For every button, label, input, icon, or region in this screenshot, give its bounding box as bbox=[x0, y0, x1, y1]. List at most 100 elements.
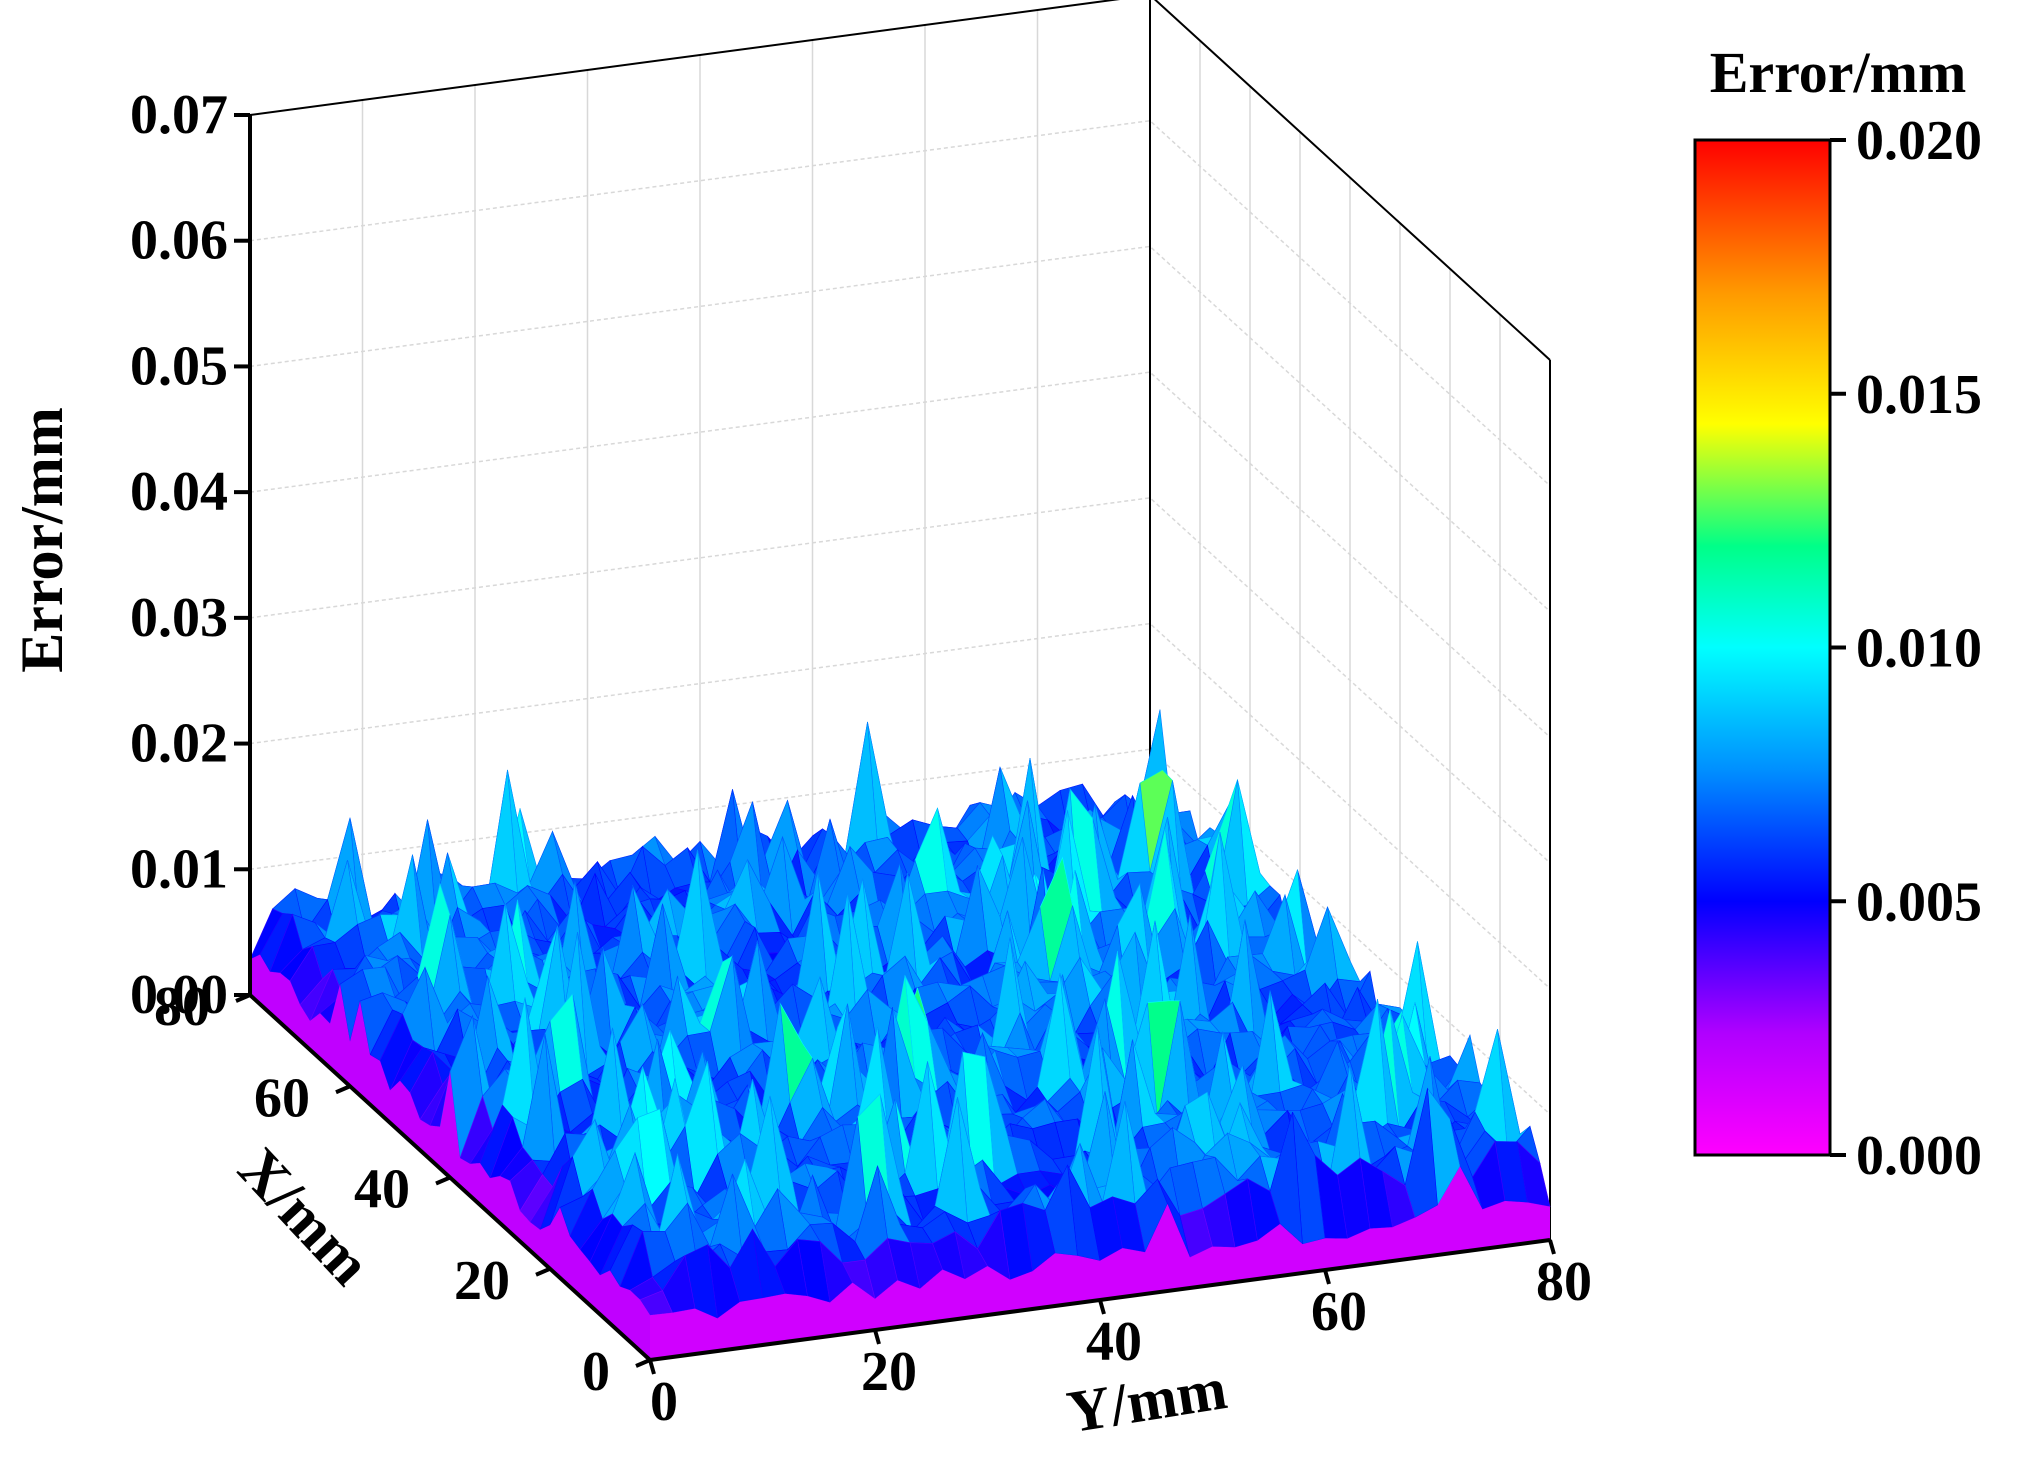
colorbar: Error/mm 0.000 0.005 0.010 0.015 0.020 bbox=[1693, 40, 1982, 1187]
surface-skirt bbox=[695, 1308, 718, 1354]
surface-skirt bbox=[1010, 1271, 1033, 1312]
colorbar-tick-label: 0.005 bbox=[1856, 871, 1982, 933]
z-tick-label: 0.06 bbox=[130, 210, 228, 272]
surface-skirt bbox=[1280, 1223, 1303, 1276]
surface-skirt bbox=[1055, 1253, 1078, 1306]
surface-skirt bbox=[1370, 1227, 1393, 1264]
surface-skirt bbox=[550, 1207, 560, 1278]
surface-skirt bbox=[290, 981, 300, 1041]
surface-skirt bbox=[510, 1180, 520, 1242]
surface-skirt bbox=[360, 1001, 370, 1105]
surface-skirt bbox=[1392, 1217, 1415, 1261]
colorbar-title: Error/mm bbox=[1710, 40, 1967, 105]
z-tick-label: 0.03 bbox=[130, 587, 228, 649]
surface-skirt bbox=[1100, 1248, 1123, 1300]
surface-skirt bbox=[852, 1282, 875, 1333]
surface-skirt bbox=[1167, 1204, 1190, 1291]
surface-skirt bbox=[540, 1225, 550, 1269]
x-tick bbox=[535, 1266, 551, 1277]
x-tick bbox=[635, 1358, 651, 1368]
z-gridline bbox=[249, 0, 1551, 361]
surface-skirt bbox=[1325, 1238, 1348, 1270]
surface-skirt bbox=[630, 1290, 640, 1351]
z-gridline bbox=[249, 497, 1551, 864]
surface-skirt bbox=[1190, 1246, 1213, 1288]
y-tick bbox=[1548, 1239, 1556, 1255]
z-gridline bbox=[249, 371, 1551, 738]
surface-skirt bbox=[390, 1080, 400, 1132]
surface-skirt bbox=[370, 1054, 380, 1114]
surface-skirt bbox=[440, 1071, 450, 1178]
surface-skirt bbox=[875, 1280, 898, 1330]
surface-skirt bbox=[1235, 1240, 1258, 1282]
z-axis-title: Error/mm bbox=[9, 407, 75, 672]
surface-skirt bbox=[1257, 1223, 1280, 1279]
z-tick-label: 0.01 bbox=[130, 838, 228, 900]
box-edge bbox=[1153, 0, 1551, 361]
surface-skirt bbox=[1460, 1166, 1483, 1252]
colorbar-tick-label: 0.015 bbox=[1856, 364, 1982, 426]
surface-skirt bbox=[920, 1269, 943, 1324]
surface-skirt bbox=[330, 984, 340, 1078]
y-tick-label: 20 bbox=[861, 1341, 917, 1403]
surface-skirt bbox=[270, 971, 280, 1023]
z-tick-label: 0.00 bbox=[130, 964, 228, 1026]
z-tick-label: 0.02 bbox=[130, 713, 228, 775]
surface-skirt bbox=[250, 954, 260, 1005]
surface-skirt bbox=[500, 1176, 510, 1233]
y-tick-label: 60 bbox=[1311, 1281, 1367, 1343]
colorbar-tick-label: 0.020 bbox=[1856, 110, 1982, 172]
surface-skirt bbox=[717, 1301, 740, 1351]
surface-skirt bbox=[1482, 1201, 1505, 1249]
surface-skirt bbox=[1347, 1228, 1370, 1267]
x-tick bbox=[335, 1084, 351, 1095]
surface-skirt bbox=[987, 1266, 1010, 1315]
surface-skirt bbox=[1527, 1202, 1550, 1243]
z-tick-label: 0.07 bbox=[130, 84, 228, 146]
surface-skirt bbox=[430, 1125, 440, 1169]
surface-skirt bbox=[490, 1176, 500, 1224]
y-tick-label: 40 bbox=[1086, 1311, 1142, 1373]
surface-skirt bbox=[470, 1163, 480, 1205]
surface-skirt bbox=[480, 1163, 490, 1214]
axes: 0.00 0.01 0.02 0.03 0.04 0.05 0.06 0.07 0 20 40 60 8… bbox=[130, 84, 1592, 1433]
surface-skirt bbox=[672, 1308, 695, 1357]
surface-skirt bbox=[320, 1013, 330, 1068]
x-tick bbox=[435, 1175, 451, 1186]
surface-skirt bbox=[420, 1119, 430, 1160]
x-tick-label: 0 bbox=[582, 1341, 610, 1403]
error-surface bbox=[249, 709, 1551, 1360]
z-gridline bbox=[249, 119, 1551, 487]
surface-skirt bbox=[1077, 1255, 1100, 1303]
surface-skirt bbox=[570, 1236, 580, 1297]
z-tick-label: 0.05 bbox=[130, 335, 228, 397]
surface-skirt bbox=[280, 972, 290, 1032]
surface-skirt bbox=[590, 1261, 600, 1315]
surface-skirt bbox=[580, 1249, 590, 1306]
colorbar-gradient bbox=[1693, 138, 1832, 1157]
x-tick-label: 60 bbox=[254, 1067, 310, 1129]
surface-skirt bbox=[1505, 1201, 1528, 1246]
y-tick bbox=[1323, 1269, 1331, 1285]
surface-skirt bbox=[260, 954, 270, 1014]
y-tick bbox=[1098, 1299, 1106, 1315]
x-tick bbox=[235, 993, 251, 1003]
surface-skirt bbox=[380, 1060, 390, 1123]
surface-skirt bbox=[762, 1293, 785, 1345]
z-gridline bbox=[249, 245, 1551, 612]
surface-skirt bbox=[340, 984, 350, 1087]
surface-skirt bbox=[450, 1071, 460, 1187]
surface-skirt bbox=[740, 1298, 763, 1348]
surface-skirt bbox=[610, 1270, 620, 1333]
surface-skirt bbox=[620, 1286, 630, 1342]
z-gridline bbox=[249, 622, 1551, 990]
colorbar-ticks: 0.000 0.005 0.010 0.015 0.020 bbox=[1830, 110, 1982, 1187]
surface-skirt bbox=[560, 1207, 570, 1287]
surface-skirt bbox=[640, 1299, 650, 1360]
surface-skirt bbox=[785, 1293, 808, 1342]
z-tick-label: 0.04 bbox=[130, 461, 228, 523]
surface-skirt bbox=[520, 1211, 530, 1251]
surface-skirt bbox=[1302, 1238, 1325, 1273]
surface-skirt bbox=[942, 1269, 965, 1321]
